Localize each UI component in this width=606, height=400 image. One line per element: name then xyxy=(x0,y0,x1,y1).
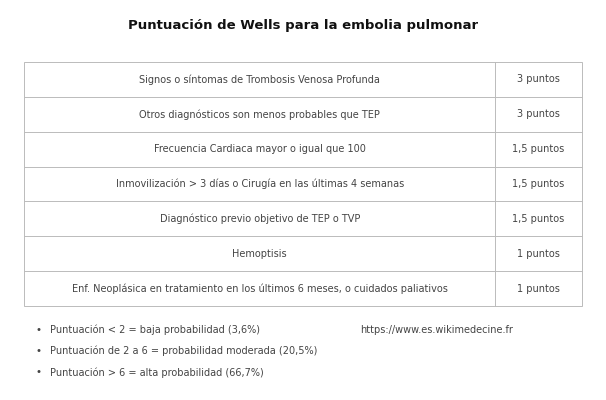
Bar xyxy=(24,62,582,306)
Text: Diagnóstico previo objetivo de TEP o TVP: Diagnóstico previo objetivo de TEP o TVP xyxy=(159,214,360,224)
Text: •: • xyxy=(35,346,41,356)
Text: Puntuación < 2 = baja probabilidad (3,6%): Puntuación < 2 = baja probabilidad (3,6%… xyxy=(50,325,260,335)
Text: Frecuencia Cardiaca mayor o igual que 100: Frecuencia Cardiaca mayor o igual que 10… xyxy=(154,144,366,154)
Text: Otros diagnósticos son menos probables que TEP: Otros diagnósticos son menos probables q… xyxy=(139,109,380,120)
Text: Hemoptisis: Hemoptisis xyxy=(233,249,287,259)
Text: 1 puntos: 1 puntos xyxy=(517,249,560,259)
Text: 1 puntos: 1 puntos xyxy=(517,284,560,294)
Text: 1,5 puntos: 1,5 puntos xyxy=(513,144,565,154)
Text: 1,5 puntos: 1,5 puntos xyxy=(513,179,565,189)
Text: Puntuación de 2 a 6 = probabilidad moderada (20,5%): Puntuación de 2 a 6 = probabilidad moder… xyxy=(50,346,317,356)
Text: 3 puntos: 3 puntos xyxy=(517,74,560,84)
Text: 3 puntos: 3 puntos xyxy=(517,109,560,119)
Text: 1,5 puntos: 1,5 puntos xyxy=(513,214,565,224)
Text: •: • xyxy=(35,367,41,378)
Text: Inmovilización > 3 días o Cirugía en las últimas 4 semanas: Inmovilización > 3 días o Cirugía en las… xyxy=(116,179,404,189)
Text: Puntuación de Wells para la embolia pulmonar: Puntuación de Wells para la embolia pulm… xyxy=(128,20,478,32)
Text: •: • xyxy=(35,325,41,335)
Text: Enf. Neoplásica en tratamiento en los últimos 6 meses, o cuidados paliativos: Enf. Neoplásica en tratamiento en los úl… xyxy=(72,283,448,294)
Text: Puntuación > 6 = alta probabilidad (66,7%): Puntuación > 6 = alta probabilidad (66,7… xyxy=(50,367,264,378)
Text: https://www.es.wikimedecine.fr: https://www.es.wikimedecine.fr xyxy=(361,325,513,335)
Text: Signos o síntomas de Trombosis Venosa Profunda: Signos o síntomas de Trombosis Venosa Pr… xyxy=(139,74,380,85)
